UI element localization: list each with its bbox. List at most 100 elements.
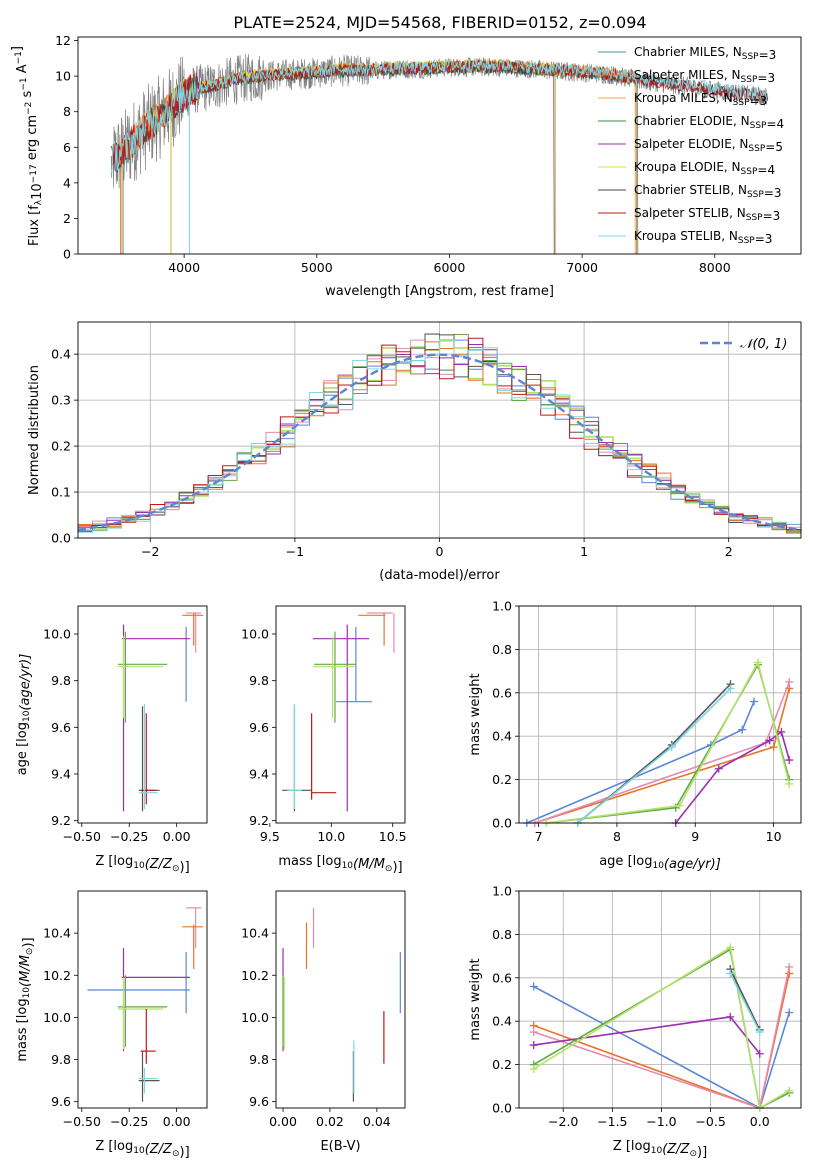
y-tick-label: 9.8 [51,1052,71,1067]
legend-entry-label-part: =3 [750,94,768,108]
series-marker [667,743,676,752]
y-tick-label: 9.6 [51,1094,71,1109]
x-tick-label: 4000 [168,260,200,275]
y-axis-label: mass weight [468,673,483,755]
x-tick-label: 10 [766,829,782,844]
x-tick-label: 0.00 [163,1114,191,1129]
series-marker [726,1012,735,1021]
y-tick-label: 10.2 [43,968,71,983]
series-marker [765,736,774,745]
y-axis-label-part: Flux [f [27,205,42,246]
y-tick-label: 0 [63,247,71,262]
y-tick-label: 10.4 [43,926,71,941]
y-axis-label-part: λ [34,199,44,205]
legend-entry-label-part: =3 [764,186,782,200]
legend-entry-label-part: =5 [765,140,783,154]
panel-age-vs-metallicity: −0.50 −0.25 0.009.29.49.69.810.0Z [log10(Z… [15,605,208,875]
y-tick-label: 0.1 [51,485,71,500]
legend-entry-label-part: SSP [746,213,763,223]
series-line [729,973,761,1033]
y-tick-label: 0.2 [492,772,512,787]
axes-frame [77,605,208,824]
x-axis-label: (data-model)/error [379,568,500,583]
x-axis-label-part: 10 [133,861,145,871]
legend-entry-label: Kroupa MILES, NSSP=3 [634,91,767,108]
panel-mass-vs-metallicity: −0.50 −0.25 0.009.69.810.010.210.4Z [log10… [15,890,208,1160]
x-axis-label-part: )] [697,1145,707,1160]
legend-entry-label: Chabrier MILES, NSSP=3 [634,45,776,62]
series-marker [726,943,735,952]
y-tick-label: 0.4 [51,347,71,362]
series-line [533,946,790,1110]
legend-entry-label: Chabrier STELIB, NSSP=3 [634,183,782,200]
series-marker [785,1008,794,1017]
x-tick-label: 9.5 [260,829,280,844]
x-axis-label-part: )] [180,1145,190,1160]
y-tick-label: 9.6 [51,720,71,735]
y-tick-label: 0.8 [492,927,512,942]
x-axis-label-part: (Z/Z [145,857,173,872]
model-spectrum-line [110,58,769,174]
y-tick-label: 9.4 [51,767,71,782]
legend-entry-label-part: SSP [742,52,759,62]
legend-entry-label-part: SSP [748,144,765,154]
x-tick-label: 10.0 [317,829,345,844]
legend-entry-label-part: SSP [741,167,758,177]
y-axis-label-part: A [15,64,30,77]
x-tick-label: 9 [691,829,699,844]
legend-entry-label: Salpeter STELIB, NSSP=3 [634,206,780,223]
legend-entry-label-part: Kroupa ELODIE, N [634,160,741,174]
y-axis-label-part: 10 [22,710,32,722]
legend-entry-label-part: Salpeter MILES, N [634,68,741,82]
legend-entry-label-part: SSP [747,190,764,200]
x-tick-label: 2 [725,544,733,559]
x-tick-label: 0.00 [163,829,191,844]
panel-mass-vs-ebv: 0.00 0.02 0.04 9.6 9.8 10.0 10.2 10.4 E(B-V) [241,890,406,1154]
series-marker [529,1064,538,1073]
legend-entry-label-part: =3 [755,232,773,246]
y-tick-label: 0.8 [492,642,512,657]
series-marker [785,756,794,765]
y-tick-label: 0.2 [51,439,71,454]
y-axis-label-part: 10 [30,183,45,200]
y-tick-label: 1.0 [492,599,512,614]
y-axis-label-part: age [log [15,722,30,775]
x-tick-label: 7 [535,829,543,844]
error-bars [282,907,401,1102]
x-axis-label: E(B-V) [320,1139,360,1154]
x-axis-label: age [log10(age/yr)] [599,854,721,872]
series-marker [785,779,794,788]
y-tick-label: 0.4 [492,1014,512,1029]
axes-frame [77,36,802,255]
y-axis-label-part: (M/M [18,955,33,987]
legend-entry-label: Kroupa STELIB, NSSP=3 [634,229,772,246]
x-axis-label: Z [log10(Z/Z⊙)] [613,1139,707,1160]
y-tick-label: 9.6 [249,720,269,735]
y-axis-label: Flux [fλ10−17 erg cm−2 s−1 A−1] [10,46,45,246]
legend-entry-label-part: =3 [757,71,775,85]
y-tick-label: 12 [55,33,71,48]
x-tick-label: −0.50 [63,829,101,844]
x-axis-label-part: ⊙ [172,864,180,874]
legend-entry-label-part: Chabrier ELODIE, N [634,114,750,128]
legend-entry-label-part: Salpeter STELIB, N [634,206,746,220]
panel-age-vs-mass: 9.5 10.0 10.5 9.2 9.4 9.6 9.8 10.0 mass [log10(M… [241,605,407,875]
legend-entry-label: Salpeter ELODIE, NSSP=5 [634,137,783,154]
model-spectrum-line [112,58,769,170]
x-axis-label-part: (Z/Z [145,1142,173,1157]
x-axis-label-part: Z [log [95,1139,133,1154]
y-tick-label: 9.4 [249,767,269,782]
y-tick-label: 9.2 [249,813,269,828]
y-tick-label: 2 [63,211,71,226]
x-axis-label-part: Z [log [613,1139,651,1154]
series-marker [785,677,794,686]
legend-entry-label-part: =4 [766,117,784,131]
legend-entry-label-part: =3 [759,48,777,62]
series-line [526,701,755,824]
x-axis-label-part: Z [log [95,854,133,869]
x-tick-label: −2.0 [548,1114,578,1129]
y-axis-label-part: 10 [22,987,32,999]
series-marker [769,743,778,752]
x-tick-label: 0 [436,544,444,559]
